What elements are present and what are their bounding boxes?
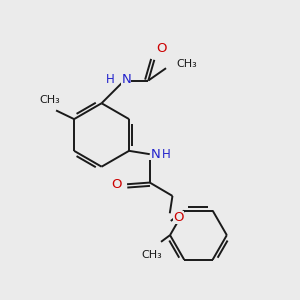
Text: O: O (112, 178, 122, 191)
Text: O: O (156, 42, 166, 55)
Text: CH₃: CH₃ (40, 95, 60, 105)
Text: O: O (173, 211, 184, 224)
Text: CH₃: CH₃ (176, 59, 197, 69)
Text: H: H (162, 148, 170, 161)
Text: N: N (151, 148, 161, 161)
Text: N: N (122, 74, 131, 86)
Text: CH₃: CH₃ (141, 250, 162, 260)
Text: H: H (106, 74, 115, 86)
